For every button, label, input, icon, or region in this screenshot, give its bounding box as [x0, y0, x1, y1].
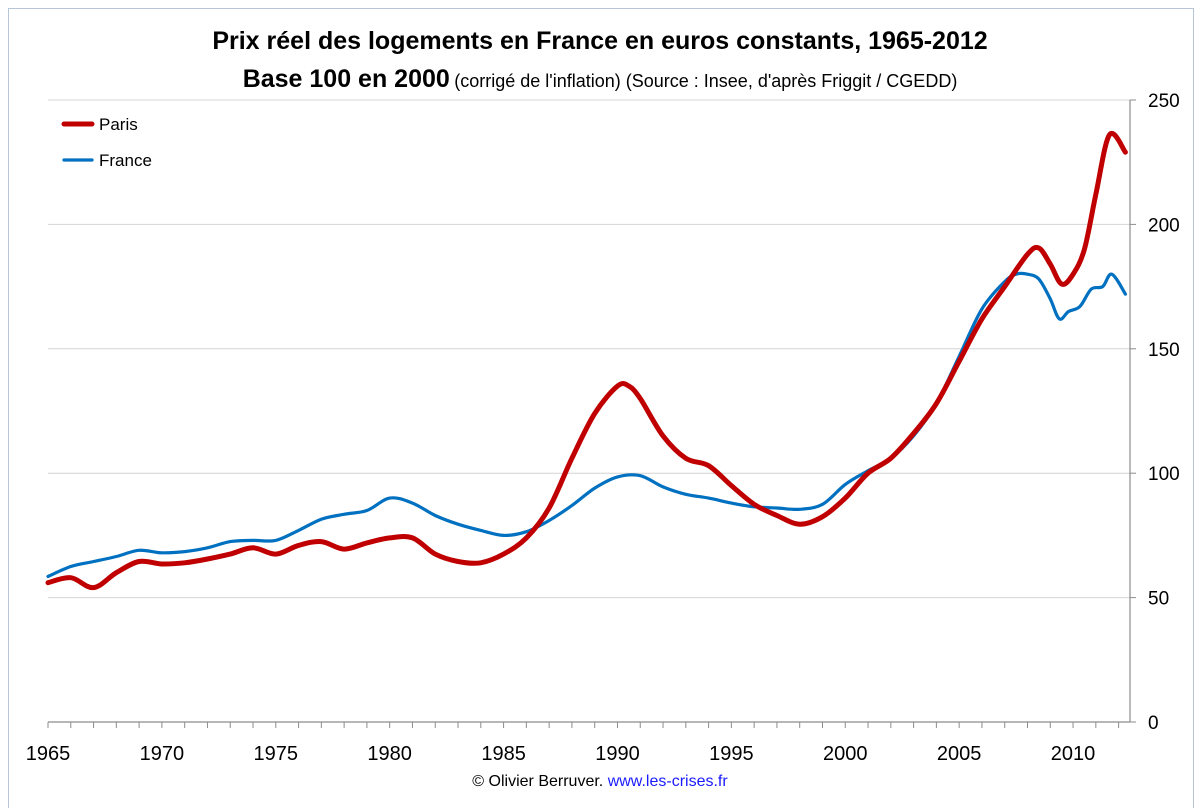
legend-label-france: France: [99, 151, 152, 170]
x-tick-label-1995: 1995: [709, 743, 754, 765]
x-tick-label-2000: 2000: [823, 743, 868, 765]
x-tick-label-1975: 1975: [254, 743, 299, 765]
x-tick-label-1990: 1990: [595, 743, 640, 765]
line-chart: 1965 1970 1975 1980 1985 1990 1995 2000 2005 2010…: [26, 91, 1180, 765]
chart-subtitle-note: (corrigé de l'inflation) (Source : Insee…: [454, 71, 958, 91]
x-tick-label-1970: 1970: [140, 743, 185, 765]
series-line-france: [46, 271, 1127, 579]
x-tick-label-2005: 2005: [937, 743, 982, 765]
chart-title: Prix réel des logements en France en eur…: [212, 27, 988, 55]
y-tick-label-150: 150: [1148, 340, 1180, 361]
y-tick-label-250: 250: [1148, 91, 1180, 112]
series-line-paris: [45, 130, 1128, 591]
x-tick-label-1985: 1985: [481, 743, 526, 765]
chart-subtitle-main: Base 100 en 2000: [242, 65, 450, 93]
y-tick-label-0: 0: [1148, 713, 1159, 734]
credit-author: © Olivier Berruver.: [472, 773, 604, 790]
y-tick-label-200: 200: [1148, 215, 1180, 236]
x-tick-label-1965: 1965: [26, 743, 71, 765]
x-tick-label-2010: 2010: [1051, 743, 1096, 765]
credit-link[interactable]: www.les-crises.fr: [607, 773, 728, 790]
y-tick-label-50: 50: [1148, 589, 1169, 610]
chart-credit: © Olivier Berruver. www.les-crises.fr: [0, 772, 1200, 792]
legend-label-paris: Paris: [99, 115, 138, 134]
chart-subtitle: Base 100 en 2000 (corrigé de l'inflation…: [0, 64, 1200, 98]
x-tick-label-1980: 1980: [367, 743, 412, 765]
y-tick-label-100: 100: [1148, 464, 1180, 485]
